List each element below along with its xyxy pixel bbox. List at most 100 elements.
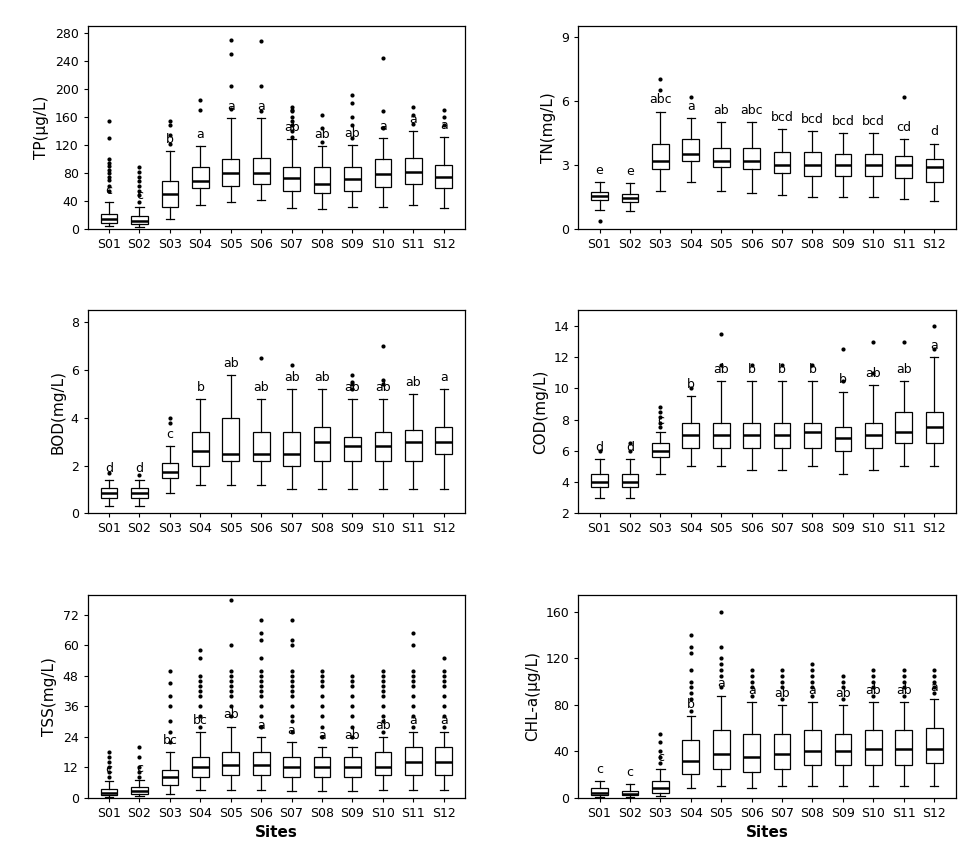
Text: b: b xyxy=(686,698,695,711)
PathPatch shape xyxy=(682,423,699,447)
Text: bc: bc xyxy=(163,733,177,746)
Text: ab: ab xyxy=(314,371,330,384)
PathPatch shape xyxy=(436,746,452,775)
PathPatch shape xyxy=(131,217,148,225)
Text: a: a xyxy=(930,681,938,694)
Text: b: b xyxy=(808,362,816,375)
Text: a: a xyxy=(257,719,265,732)
PathPatch shape xyxy=(283,167,300,191)
Text: ab: ab xyxy=(714,362,729,375)
Text: a: a xyxy=(227,101,235,114)
Text: a: a xyxy=(196,128,204,141)
Text: ab: ab xyxy=(223,708,239,721)
PathPatch shape xyxy=(804,730,821,766)
PathPatch shape xyxy=(344,437,361,460)
X-axis label: Sites: Sites xyxy=(254,825,297,840)
PathPatch shape xyxy=(314,167,331,192)
Text: b: b xyxy=(686,378,695,391)
PathPatch shape xyxy=(682,140,699,160)
X-axis label: Sites: Sites xyxy=(746,825,789,840)
PathPatch shape xyxy=(253,158,269,184)
Text: a: a xyxy=(410,113,417,126)
Text: b: b xyxy=(838,374,847,387)
PathPatch shape xyxy=(162,463,178,478)
PathPatch shape xyxy=(405,746,421,775)
Text: c: c xyxy=(105,763,112,776)
Text: ab: ab xyxy=(406,375,421,388)
PathPatch shape xyxy=(192,432,209,466)
PathPatch shape xyxy=(100,213,117,224)
PathPatch shape xyxy=(926,728,943,763)
Text: ab: ab xyxy=(344,729,361,742)
PathPatch shape xyxy=(222,752,239,775)
PathPatch shape xyxy=(865,730,881,766)
Text: c: c xyxy=(657,751,664,764)
PathPatch shape xyxy=(222,159,239,186)
PathPatch shape xyxy=(713,148,729,167)
Text: bcd: bcd xyxy=(862,114,884,127)
Text: d: d xyxy=(136,462,143,475)
PathPatch shape xyxy=(743,423,761,447)
Text: b: b xyxy=(748,362,756,375)
PathPatch shape xyxy=(895,412,913,443)
PathPatch shape xyxy=(162,181,178,206)
PathPatch shape xyxy=(835,733,851,766)
Text: ab: ab xyxy=(896,362,912,375)
PathPatch shape xyxy=(652,781,669,793)
Text: ab: ab xyxy=(866,368,881,381)
Text: c: c xyxy=(167,428,174,441)
PathPatch shape xyxy=(895,156,913,178)
Text: ab: ab xyxy=(284,371,299,384)
PathPatch shape xyxy=(192,167,209,188)
Text: b: b xyxy=(196,381,205,394)
Text: a: a xyxy=(440,119,448,132)
PathPatch shape xyxy=(622,791,639,795)
Text: a: a xyxy=(379,120,387,133)
PathPatch shape xyxy=(405,430,421,460)
Text: ab: ab xyxy=(896,684,912,697)
Text: ab: ab xyxy=(375,381,391,394)
Text: c: c xyxy=(657,414,664,427)
Y-axis label: TP(μg/L): TP(μg/L) xyxy=(34,96,50,160)
Text: ab: ab xyxy=(774,687,790,700)
PathPatch shape xyxy=(283,432,300,466)
Text: ab: ab xyxy=(344,381,361,394)
Text: a: a xyxy=(318,729,326,742)
PathPatch shape xyxy=(314,427,331,460)
Text: a: a xyxy=(930,339,938,352)
Text: ab: ab xyxy=(223,356,239,369)
PathPatch shape xyxy=(344,167,361,191)
PathPatch shape xyxy=(774,733,791,769)
PathPatch shape xyxy=(374,432,391,460)
Text: b: b xyxy=(166,133,174,146)
PathPatch shape xyxy=(100,488,117,498)
PathPatch shape xyxy=(652,144,669,169)
Text: c: c xyxy=(136,762,143,775)
PathPatch shape xyxy=(591,788,607,795)
PathPatch shape xyxy=(743,733,761,772)
Text: a: a xyxy=(808,684,816,697)
Text: abc: abc xyxy=(649,94,672,107)
PathPatch shape xyxy=(374,159,391,187)
PathPatch shape xyxy=(314,757,331,778)
PathPatch shape xyxy=(713,423,729,447)
Text: ab: ab xyxy=(836,687,851,700)
Text: e: e xyxy=(596,164,604,177)
Text: a: a xyxy=(687,100,694,113)
PathPatch shape xyxy=(865,423,881,447)
Text: ab: ab xyxy=(314,128,330,141)
PathPatch shape xyxy=(835,154,851,176)
PathPatch shape xyxy=(713,730,729,769)
PathPatch shape xyxy=(804,152,821,176)
Text: a: a xyxy=(288,724,295,737)
Text: bcd: bcd xyxy=(801,113,824,126)
PathPatch shape xyxy=(162,770,178,785)
Y-axis label: CHL-a(μg/L): CHL-a(μg/L) xyxy=(525,651,540,741)
PathPatch shape xyxy=(131,787,148,794)
PathPatch shape xyxy=(222,418,239,460)
Text: a: a xyxy=(410,714,417,727)
Text: ab: ab xyxy=(714,104,729,117)
Text: bcd: bcd xyxy=(832,114,854,127)
Text: d: d xyxy=(596,440,604,453)
Text: ab: ab xyxy=(866,684,881,697)
